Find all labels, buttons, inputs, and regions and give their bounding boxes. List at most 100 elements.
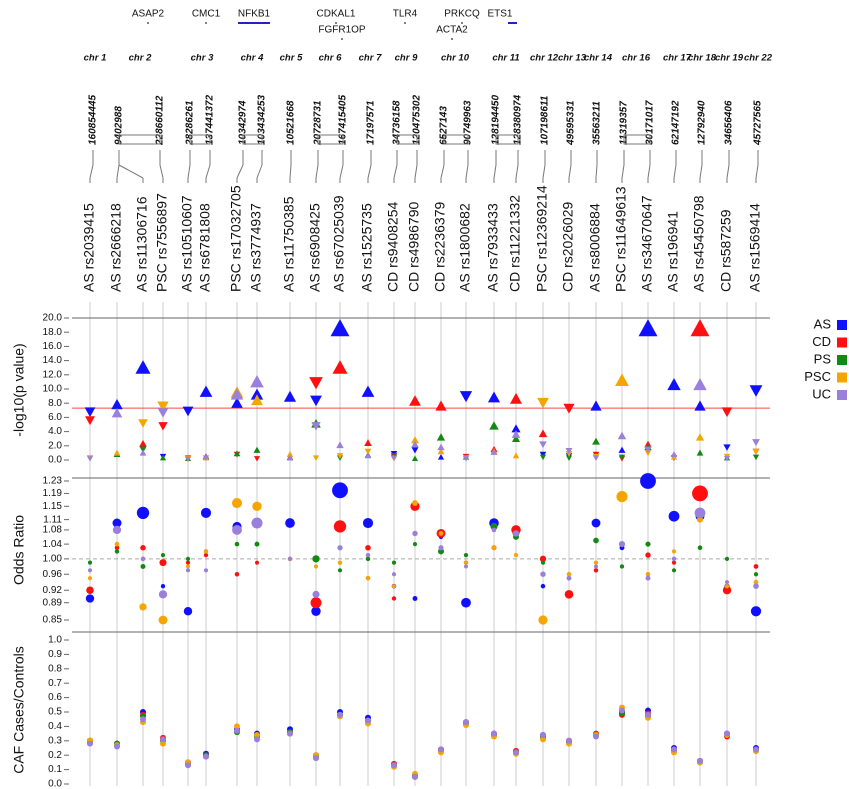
- y-tick-label: 1.0: [48, 635, 62, 646]
- p-value-marker: [135, 360, 151, 374]
- snp-label: AS rs2039415: [81, 203, 97, 292]
- p-value-marker: [489, 421, 499, 430]
- p-value-marker: [667, 378, 681, 391]
- snp-label: AS rs11750385: [281, 196, 297, 292]
- y-tick-label: 8.0: [48, 398, 62, 409]
- snp-connector: [89, 164, 94, 179]
- p-value-marker: [752, 439, 760, 447]
- y-tick-label: 1.08: [43, 525, 63, 536]
- odds-ratio-marker: [337, 560, 343, 565]
- odds-ratio-marker: [254, 541, 260, 547]
- snp-connector: [595, 164, 598, 179]
- odds-ratio-marker: [692, 485, 708, 502]
- y-tick-label: 1.15: [43, 501, 63, 512]
- odds-ratio-marker: [753, 583, 759, 589]
- caf-marker: [234, 727, 240, 734]
- snp-label: AS rs196941: [665, 211, 681, 292]
- odds-ratio-marker: [185, 568, 191, 573]
- odds-ratio-marker: [365, 575, 371, 581]
- snp-label: AS rs1569414: [747, 203, 763, 292]
- y-tick-label: 1.11: [43, 514, 62, 525]
- y-tick-label: 4.0: [48, 426, 62, 437]
- gene-label: ETS1: [487, 9, 512, 20]
- caf-marker: [203, 753, 209, 760]
- odds-ratio-marker: [160, 553, 166, 558]
- position-label: 35563211: [592, 101, 603, 145]
- odds-ratio-marker: [463, 564, 469, 569]
- odds-ratio-marker: [491, 545, 497, 551]
- y-tick-label: 14.0: [43, 355, 63, 366]
- snp-label: AS rs8006884: [587, 203, 603, 292]
- odds-ratio-marker: [200, 507, 212, 518]
- position-label: 128194450: [491, 95, 502, 145]
- odds-ratio-marker: [185, 564, 191, 569]
- odds-ratio-marker: [365, 552, 371, 558]
- p-value-marker: [617, 431, 627, 440]
- p-value-marker: [311, 422, 321, 431]
- y-tick-label: 0.3: [48, 735, 62, 746]
- odds-ratio-marker: [185, 556, 191, 561]
- snp-label: CD rs2236379: [432, 202, 448, 292]
- chromosome-label: chr 3: [191, 53, 214, 64]
- odds-ratio-marker: [722, 586, 732, 595]
- y-tick-label: 0.6: [48, 692, 62, 703]
- snp-label: AS rs11306716: [134, 196, 150, 292]
- odds-ratio-marker: [438, 545, 444, 551]
- p-value-marker: [411, 436, 419, 444]
- snp-connector: [315, 164, 319, 179]
- p-value-marker: [390, 455, 398, 461]
- chromosome-label: chr 10: [441, 53, 470, 64]
- p-value-marker: [509, 392, 523, 404]
- odds-ratio-marker: [671, 568, 677, 573]
- odds-ratio-marker: [438, 531, 444, 536]
- p-value-marker: [184, 456, 192, 463]
- odds-ratio-marker: [640, 473, 656, 489]
- odds-ratio-marker: [365, 556, 371, 562]
- odds-ratio-marker: [85, 594, 95, 603]
- y-tick-label: 20.0: [43, 313, 63, 324]
- p-value-marker: [512, 452, 520, 459]
- chromosome-bracket: [118, 134, 161, 145]
- y-tick-label: 18.0: [43, 327, 63, 338]
- odds-ratio-marker: [671, 560, 677, 565]
- p-value-marker: [199, 385, 213, 397]
- position-label: 20728731: [313, 100, 324, 146]
- position-label: 103434253: [257, 95, 268, 145]
- snp-label: AS rs3774937: [248, 203, 264, 292]
- p-value-marker: [723, 444, 731, 451]
- snp-connector: [414, 164, 418, 179]
- chromosome-label: chr 14: [584, 53, 613, 64]
- odds-ratio-marker: [391, 596, 397, 601]
- snp-connector: [542, 164, 546, 179]
- caf-marker: [724, 730, 730, 737]
- y-tick-label: 0.7: [48, 678, 62, 689]
- snp-label: CD rs9408254: [385, 202, 401, 292]
- odds-ratio-marker: [540, 583, 546, 589]
- legend-label: AS: [814, 316, 832, 331]
- odds-ratio-marker: [593, 560, 599, 565]
- position-label: 167415405: [338, 95, 349, 145]
- caf-marker: [412, 773, 418, 780]
- position-label: 10521668: [286, 100, 297, 145]
- odds-ratio-marker: [140, 556, 146, 562]
- odds-ratio-marker: [234, 571, 240, 577]
- odds-ratio-marker: [750, 606, 762, 617]
- gene-label: PRKCQ: [444, 9, 480, 20]
- snp-connector: [515, 164, 519, 179]
- odds-ratio-marker: [158, 590, 168, 599]
- gene-label: CDKAL1: [317, 9, 356, 20]
- p-value-marker: [332, 360, 348, 374]
- y-tick-label: 1.19: [43, 488, 63, 499]
- position-label: 107198611: [540, 95, 551, 145]
- p-value-marker: [539, 454, 547, 461]
- p-value-marker: [723, 456, 731, 462]
- legend-label: PSC: [804, 369, 831, 384]
- chromosome-bracket: [495, 134, 519, 145]
- odds-ratio-marker: [252, 501, 262, 511]
- odds-ratio-marker: [203, 549, 209, 554]
- odds-ratio-marker: [513, 552, 519, 558]
- caf-marker: [185, 762, 191, 769]
- legend-label: UC: [812, 386, 831, 401]
- p-value-marker: [538, 429, 548, 438]
- odds-ratio-marker: [412, 542, 418, 547]
